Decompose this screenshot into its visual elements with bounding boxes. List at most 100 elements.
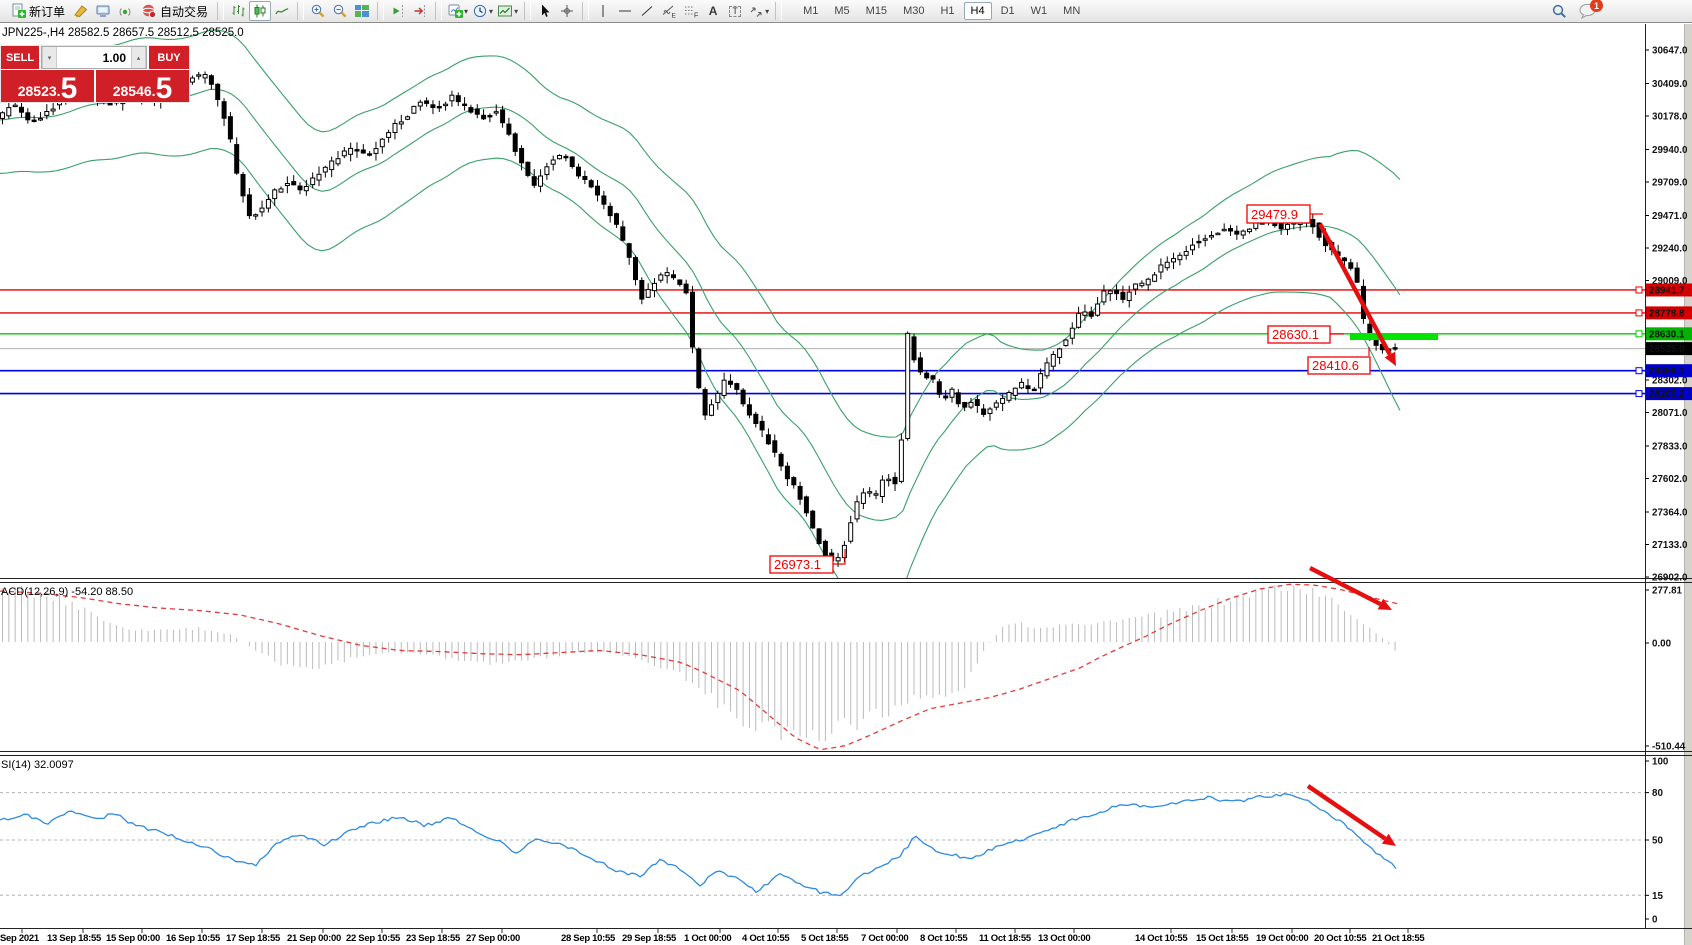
new-order-button[interactable]: 新订单 [5, 1, 70, 21]
svg-text:27833.0: 27833.0 [1652, 441, 1688, 452]
svg-text:21 Oct 18:55: 21 Oct 18:55 [1372, 933, 1425, 944]
timeframe-d1-button[interactable]: D1 [1000, 5, 1015, 17]
volume-increase-button[interactable]: ▴ [131, 47, 146, 68]
crosshair-icon [561, 5, 574, 17]
chart-shift-button[interactable] [387, 1, 409, 21]
buy-button[interactable]: BUY [149, 46, 189, 69]
svg-text:1 Oct 00:00: 1 Oct 00:00 [684, 933, 731, 944]
notifications-button[interactable]: 1 [1576, 0, 1603, 21]
timeframe-m1-button[interactable]: M1 [803, 5, 819, 17]
vertical-line-button[interactable] [592, 1, 614, 21]
candlesticks [0, 71, 1398, 568]
svg-text:Sep 2021: Sep 2021 [0, 933, 40, 944]
svg-text:30409.0: 30409.0 [1652, 79, 1688, 90]
timeframe-h4-button[interactable]: H4 [963, 2, 992, 20]
svg-text:29 Sep 18:55: 29 Sep 18:55 [622, 933, 677, 944]
timeframe-m5-button[interactable]: M5 [834, 5, 850, 17]
svg-text:17 Sep 18:55: 17 Sep 18:55 [226, 933, 281, 944]
terminal-button[interactable] [92, 1, 114, 21]
time-axis[interactable]: Sep 2021 13 Sep 18:55 15 Sep 00:00 16 Sep 1… [0, 929, 1426, 944]
auto-scroll-button[interactable] [409, 1, 431, 21]
svg-text:28205.2: 28205.2 [1649, 389, 1685, 400]
cursor-button[interactable] [534, 1, 556, 21]
macd-indicator-label: ACD(12,26,9) -54.20 88.50 [1, 586, 134, 598]
tile-windows-button[interactable] [351, 1, 373, 21]
svg-text:100: 100 [1652, 757, 1669, 768]
green-highlight-bar[interactable] [1350, 333, 1438, 340]
bar-chart-button[interactable] [227, 1, 249, 21]
toolbar-separator [297, 2, 305, 20]
timeframe-m15-button[interactable]: M15 [865, 5, 888, 17]
svg-text:28630.1: 28630.1 [1649, 329, 1685, 340]
sell-price-display[interactable]: 28523. 5 [1, 70, 94, 105]
chevron-down-icon: ▾ [765, 6, 770, 16]
new-order-label: 新订单 [29, 4, 66, 19]
svg-text:0: 0 [1652, 915, 1658, 926]
candlestick-chart-button[interactable] [249, 1, 272, 21]
svg-text:28302.0: 28302.0 [1652, 375, 1688, 386]
price-down-arrow[interactable] [1318, 222, 1396, 366]
new-chart-button[interactable]: ▾ [445, 1, 470, 21]
toolbar-separator [217, 2, 225, 20]
macd-down-arrow[interactable] [1308, 566, 1392, 610]
price-axis[interactable]: 30647.0 30409.0 30178.0 29940.0 29709.0 29471… [1635, 46, 1692, 926]
timeframe-mn-button[interactable]: MN [1063, 5, 1081, 17]
highlighter-button[interactable] [70, 1, 92, 21]
volume-decrease-button[interactable]: ▾ [42, 47, 57, 68]
text-tool-icon: A [708, 4, 718, 18]
rsi-down-arrow[interactable] [1306, 784, 1396, 846]
trendline-button[interactable] [636, 1, 658, 21]
volume-stepper: ▾ ▴ [41, 46, 147, 69]
crosshair-button[interactable] [556, 1, 578, 21]
line-chart-button[interactable] [271, 1, 293, 21]
macd-signal-line [0, 583, 1399, 750]
toolbar-separator [377, 2, 385, 20]
timeframe-w1-button[interactable]: W1 [1030, 5, 1048, 17]
arrows-tool-button[interactable]: ▾ [746, 1, 771, 21]
sell-price-pips: 5 [60, 71, 78, 105]
svg-text:13 Oct 00:00: 13 Oct 00:00 [1038, 933, 1090, 944]
svg-text:15 Oct 18:55: 15 Oct 18:55 [1196, 933, 1249, 944]
svg-text:0.00: 0.00 [1652, 639, 1672, 650]
zoom-out-icon [333, 4, 347, 18]
price-annotation-28410.6[interactable]: 28410.6 [1307, 347, 1371, 375]
equidistant-channel-button[interactable]: E [658, 1, 680, 21]
chart-shift-icon [393, 5, 404, 17]
new-chart-icon [448, 4, 464, 18]
line-chart-icon [275, 7, 289, 15]
auto-trading-button[interactable]: 自动交易 [136, 1, 213, 21]
price-annotation-28630.1[interactable]: 28630.1 [1267, 325, 1344, 344]
template-button[interactable]: ▾ [495, 1, 520, 21]
buy-price-display[interactable]: 28546. 5 [96, 70, 189, 103]
horizontal-line-button[interactable] [614, 1, 636, 21]
search-button[interactable] [1548, 1, 1570, 21]
chevron-down-icon: ▾ [464, 6, 469, 16]
svg-text:50: 50 [1652, 836, 1663, 847]
timeframe-h1-button[interactable]: H1 [940, 5, 955, 17]
toolbar-separator [582, 2, 590, 20]
svg-text:13 Sep 18:55: 13 Sep 18:55 [47, 933, 102, 944]
price-annotation-26973.1[interactable]: 26973.1 [769, 549, 846, 574]
zoom-in-icon [311, 4, 325, 18]
text-label-button[interactable]: T [724, 1, 746, 21]
zoom-out-button[interactable] [329, 1, 351, 21]
price-annotation-29479.9[interactable]: 29479.9 [1246, 204, 1323, 224]
horizontal-line-icon [619, 10, 632, 12]
chevron-down-icon: ▾ [489, 6, 494, 16]
svg-text:5 Oct 18:55: 5 Oct 18:55 [801, 933, 849, 944]
volume-input[interactable] [57, 47, 131, 68]
signal-button[interactable] [114, 1, 136, 21]
sell-price-main: 28523. [17, 83, 61, 99]
sell-button[interactable]: SELL [1, 46, 39, 69]
main-price-panel [0, 29, 1645, 578]
bar-chart-icon [232, 5, 245, 17]
text-tool-button[interactable]: A [702, 1, 724, 21]
svg-text:28410.6: 28410.6 [1312, 358, 1359, 373]
timeframe-m30-button[interactable]: M30 [903, 5, 925, 17]
fibonacci-button[interactable]: F [680, 1, 702, 21]
zoom-in-button[interactable] [307, 1, 329, 21]
period-button[interactable]: ▾ [470, 1, 495, 21]
candlestick-chart-icon [254, 4, 266, 18]
